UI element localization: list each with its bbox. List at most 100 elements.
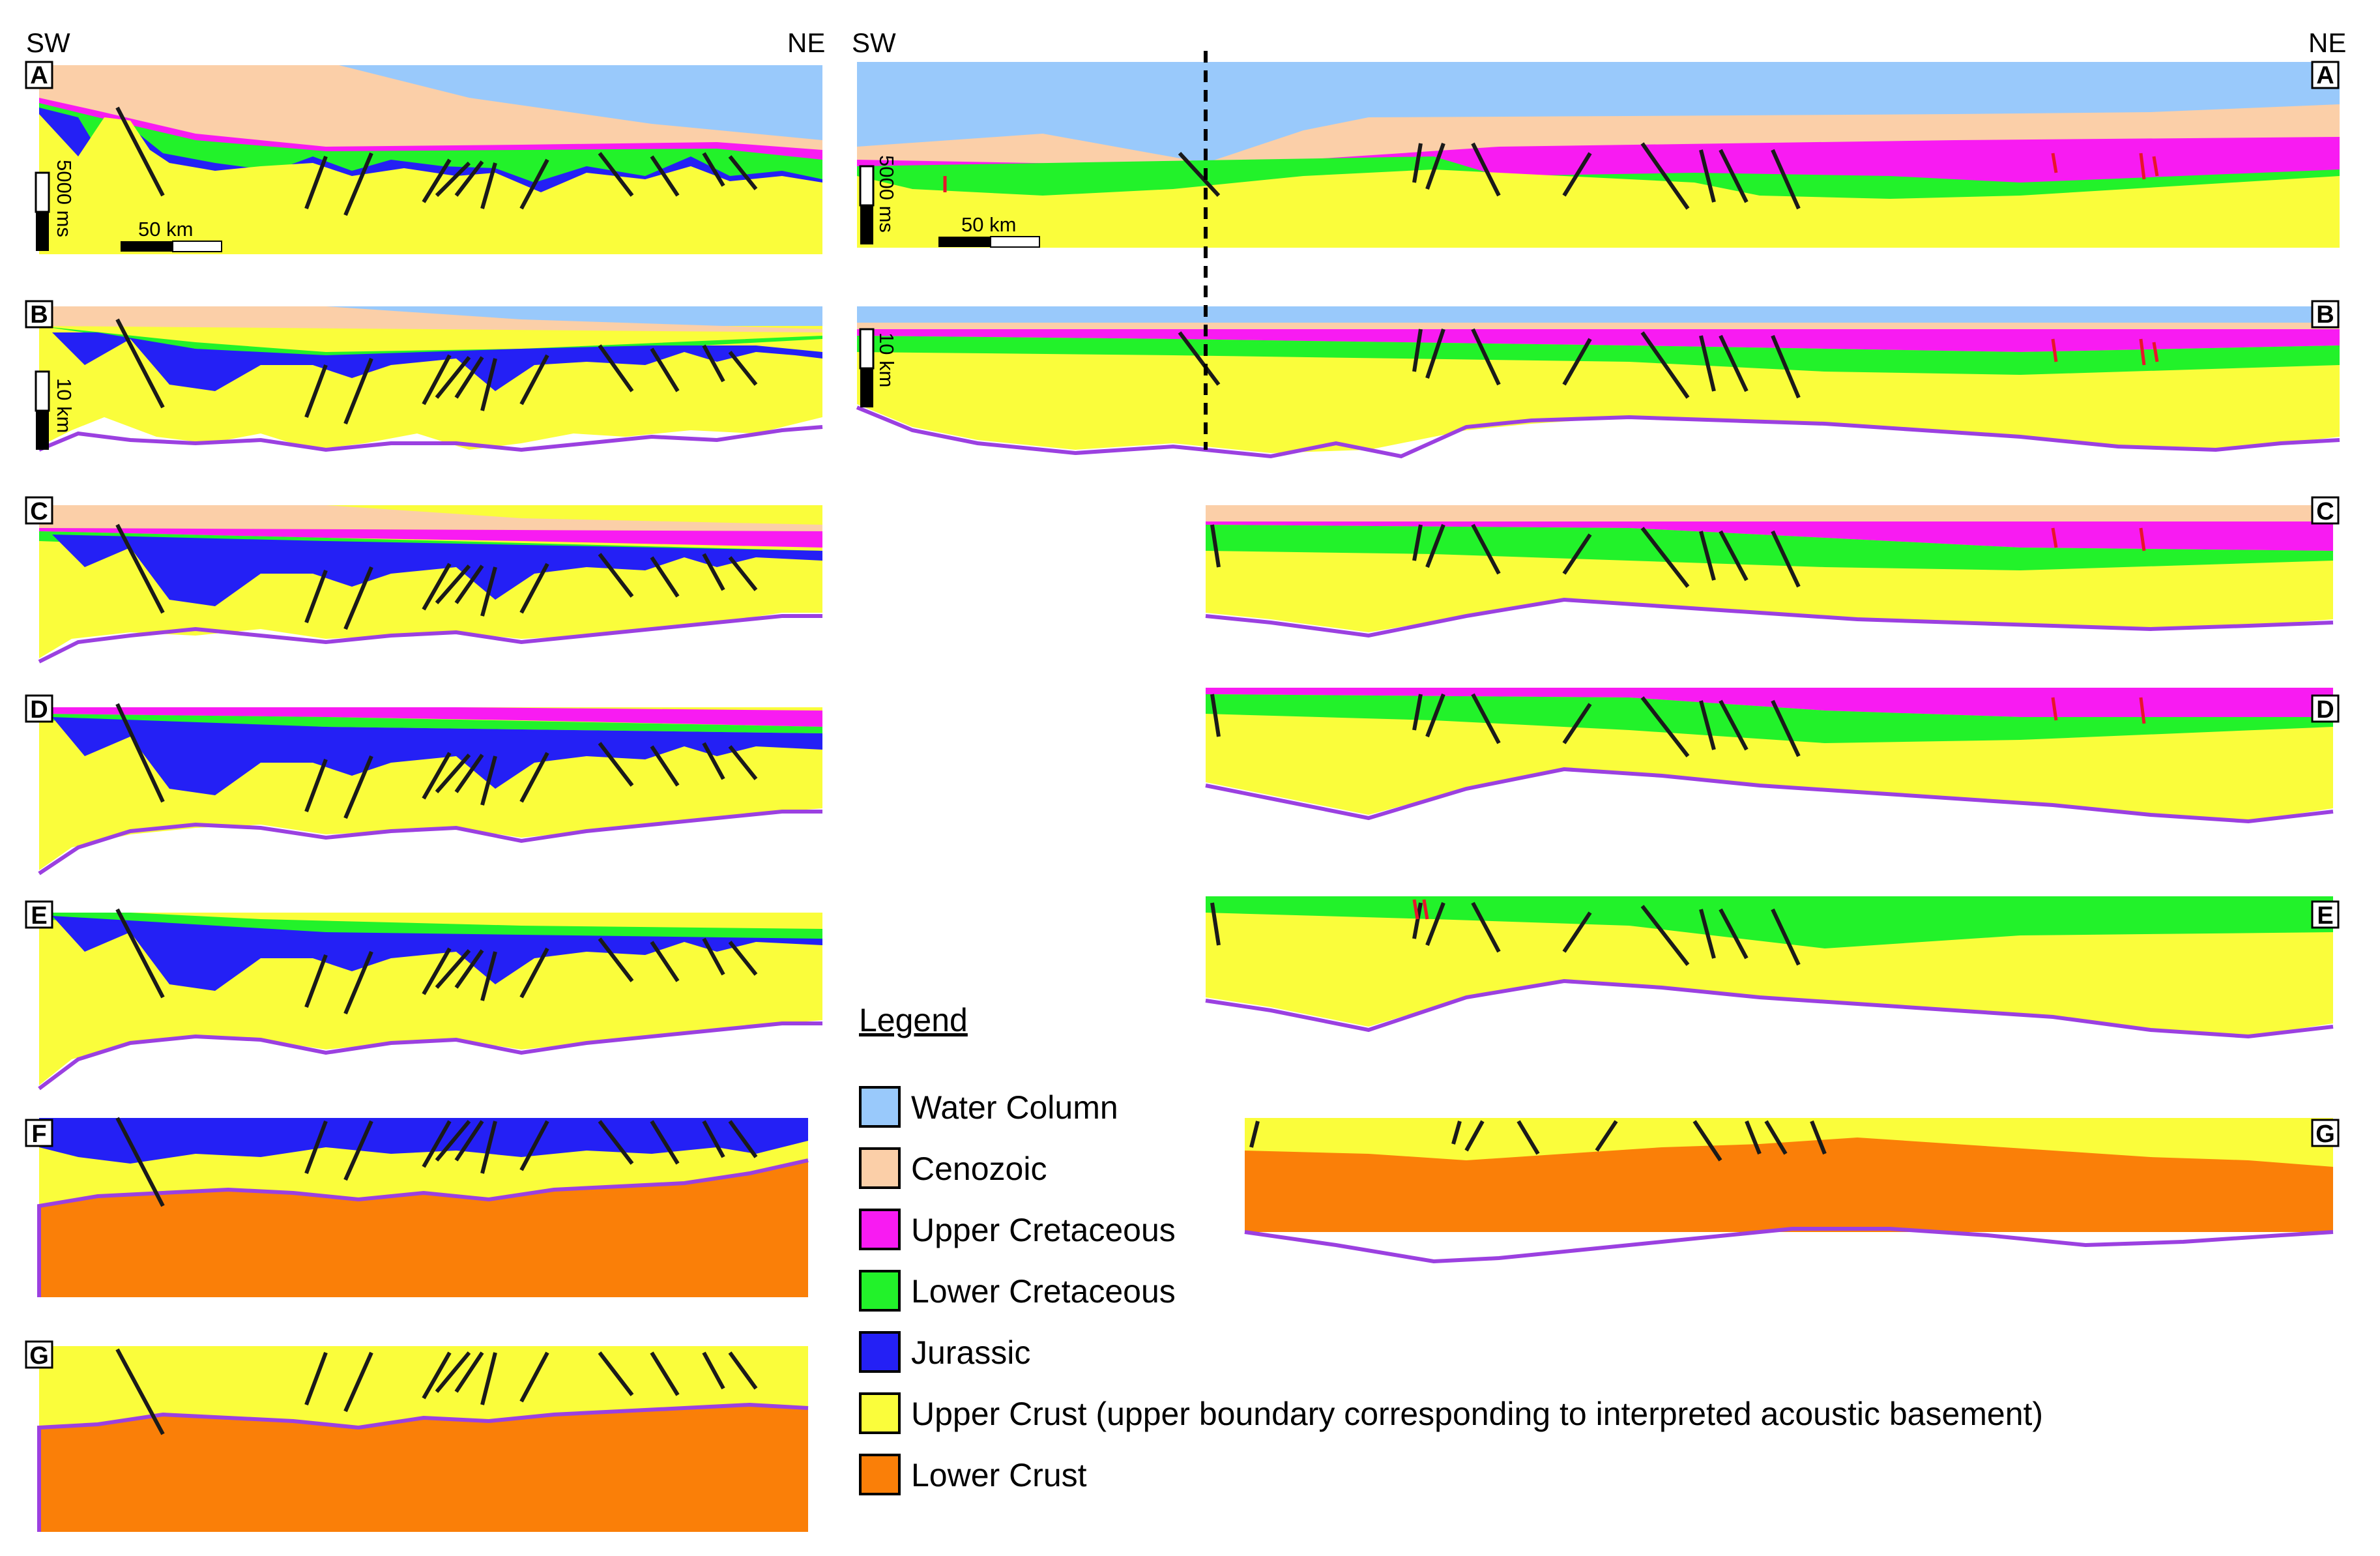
panel-badge	[2311, 1119, 2340, 1147]
legend-swatch	[859, 1086, 901, 1128]
legend-item-lower-crust: Lower Crust	[859, 1454, 1087, 1495]
lower-crust-layer	[1245, 1138, 2333, 1232]
legend-swatch	[859, 1209, 901, 1250]
moho-line	[1244, 1227, 2334, 1264]
vertical-scale-bar	[859, 165, 875, 207]
section-right-a: A 5000 ms 50 km	[857, 61, 2340, 248]
panel-letter: B	[2316, 301, 2334, 329]
panel-letter: E	[2317, 902, 2333, 930]
panel-badge	[2311, 61, 2340, 89]
panel-letter: A	[2316, 62, 2334, 89]
fault-lines	[115, 1348, 758, 1435]
fault-lines	[115, 908, 758, 1015]
water-column-layer	[857, 306, 2340, 323]
legend-item-upper-cretaceous: Upper Cretaceous	[859, 1209, 1176, 1250]
moho-line	[38, 1021, 822, 1091]
panel-badge	[25, 900, 53, 929]
legend-label: Lower Crust	[911, 1457, 1087, 1493]
vertical-scale-label: 10 km	[53, 378, 76, 433]
upper-crust-layer	[857, 169, 2340, 248]
legend-label: Water Column	[911, 1089, 1118, 1126]
minor-faults	[2051, 697, 2146, 724]
horizontal-scale-bar-white	[172, 241, 222, 252]
legend-swatch	[859, 1270, 901, 1312]
minor-faults	[2051, 338, 2159, 366]
cenozoic-layer	[39, 505, 822, 531]
panel-letter: C	[2316, 498, 2334, 525]
upper-crust-layer	[39, 306, 822, 450]
panel-badge	[25, 61, 53, 89]
legend-title: Legend	[859, 1002, 968, 1038]
panel-badge	[25, 1340, 53, 1369]
upper-cretaceous-layer	[1206, 521, 2333, 551]
cenozoic-layer	[857, 323, 2340, 329]
fault-lines	[115, 523, 758, 630]
fault-lines	[115, 106, 758, 216]
horizontal-scale-bar-white	[990, 236, 1040, 248]
fault-lines	[115, 703, 758, 819]
moho-line	[38, 425, 823, 452]
lower-cretaceous-layer	[39, 913, 822, 942]
legend-label: Jurassic	[911, 1334, 1030, 1371]
vertical-scale-bar-fill	[36, 411, 49, 450]
legend-item-water-column: Water Column	[859, 1086, 1118, 1128]
vertical-scale-label: 10 km	[875, 332, 898, 387]
fault-lines	[1249, 1120, 1827, 1162]
legend-label: Upper Cretaceous	[911, 1212, 1176, 1248]
section-right-d: D	[1205, 688, 2340, 824]
horizontal-scale-label: 50 km	[138, 218, 193, 241]
jurassic-layer	[52, 717, 822, 795]
horizontal-scale-label: 50 km	[961, 213, 1016, 236]
cenozoic-layer	[1206, 505, 2333, 521]
panel-letter: G	[2315, 1121, 2335, 1148]
panel-badge	[25, 300, 53, 329]
vertical-scale-bar-fill	[860, 205, 873, 244]
panel-badge	[2311, 300, 2340, 329]
moho-line	[1205, 597, 2334, 638]
upper-cretaceous-layer	[39, 528, 822, 548]
panel-badge	[25, 694, 53, 723]
jurassic-layer	[52, 916, 822, 991]
section-right-b: B 10 km	[856, 300, 2340, 459]
section-left-d: D	[25, 694, 822, 875]
legend-swatch	[859, 1392, 901, 1434]
ne-label-left: NE	[787, 27, 825, 58]
lower-cretaceous-layer	[1206, 896, 2333, 948]
upper-cretaceous-layer	[39, 707, 822, 727]
section-right-e: E	[1205, 896, 2340, 1039]
legend-item-lower-cretaceous: Lower Cretaceous	[859, 1270, 1176, 1312]
moho-line	[856, 405, 2340, 459]
panel-badge	[2311, 496, 2340, 525]
moho-line	[1205, 978, 2334, 1039]
sw-label-right: SW	[852, 27, 896, 58]
moho-line	[37, 1402, 809, 1532]
legend-label: Cenozoic	[911, 1151, 1047, 1187]
section-right-c: C	[1205, 496, 2340, 638]
jurassic-layer	[52, 332, 822, 391]
legend-item-upper-crust: Upper Crust (upper boundary correspondin…	[859, 1392, 2043, 1434]
horizontal-scale-bar	[121, 241, 173, 252]
lower-cretaceous-layer	[39, 326, 822, 359]
lower-cretaceous-layer	[39, 714, 822, 733]
section-left-e: E	[25, 900, 822, 1091]
ne-label-right: NE	[2308, 27, 2346, 58]
moho-line	[37, 1158, 809, 1297]
upper-cretaceous-layer	[857, 329, 2340, 352]
panel-letter: E	[31, 902, 47, 930]
legend-swatch	[859, 1147, 901, 1189]
sw-label-left: SW	[26, 27, 70, 58]
section-left-f: F	[25, 1117, 809, 1297]
vertical-scale-bar-fill	[36, 212, 49, 251]
vertical-scale-bar	[35, 370, 50, 412]
lower-cretaceous-layer	[1206, 694, 2333, 743]
fault-lines	[1178, 328, 1801, 399]
section-left-a: A 5000 ms 50 km	[25, 61, 822, 254]
panel-badge	[25, 1119, 53, 1147]
fault-lines	[1210, 902, 1801, 966]
legend-item-jurassic: Jurassic	[859, 1331, 1030, 1373]
fault-lines	[115, 318, 758, 425]
panel-letter: C	[30, 498, 48, 525]
section-left-c: C	[25, 496, 822, 664]
fault-lines	[1210, 693, 1801, 757]
legend-swatch	[859, 1331, 901, 1373]
